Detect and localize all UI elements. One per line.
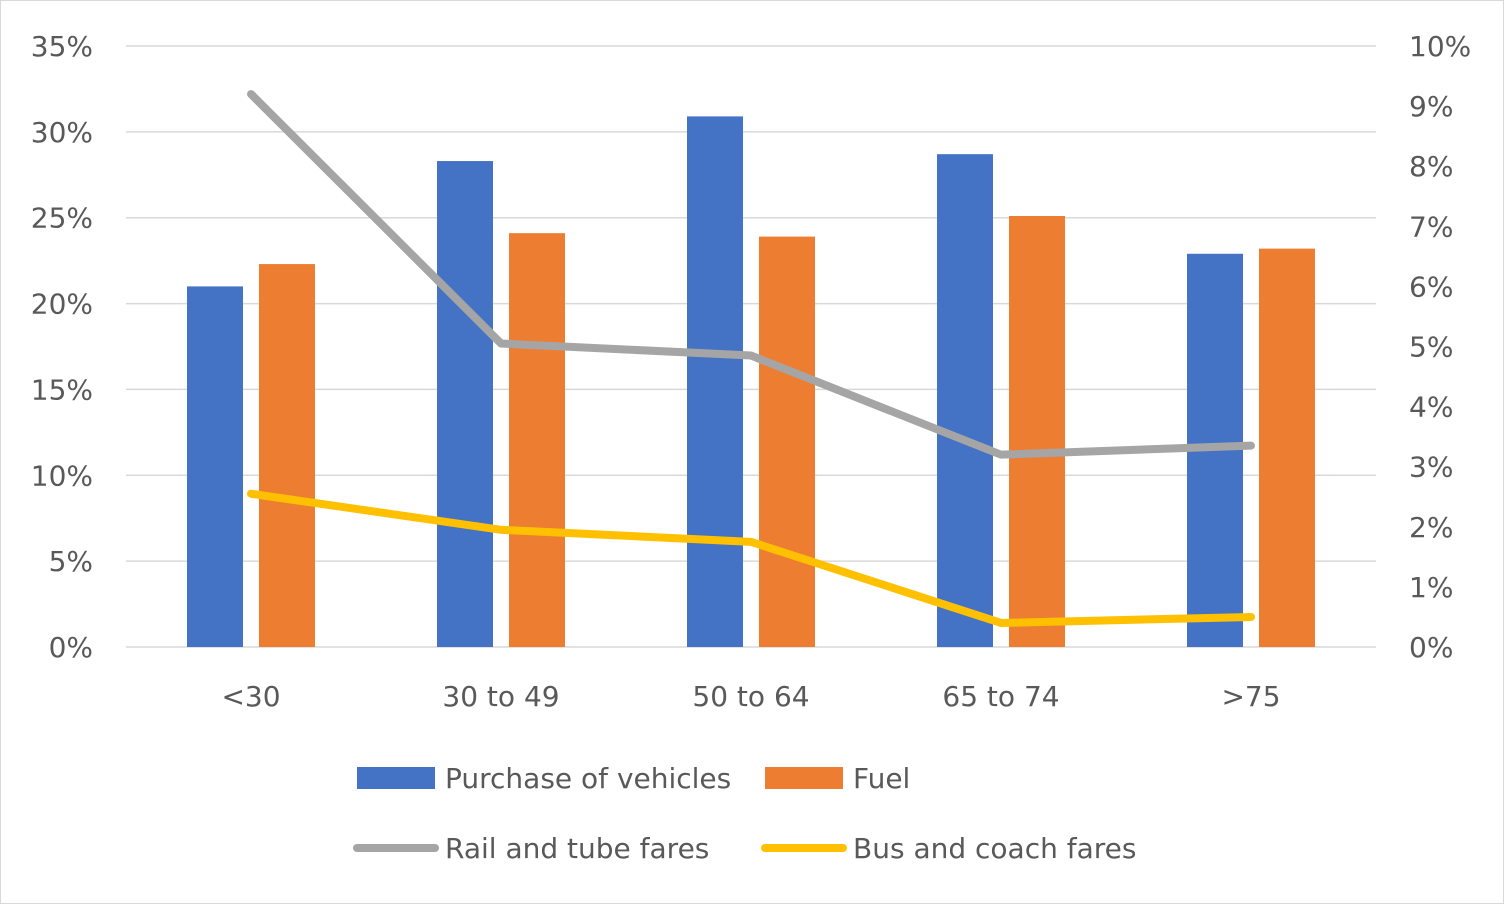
bar-fuel bbox=[259, 264, 315, 647]
line-bus-and-coach-fares bbox=[247, 489, 1255, 627]
legend-label-purchase-of-vehicles: Purchase of vehicles bbox=[445, 762, 731, 795]
y2-tick-label: 1% bbox=[1409, 571, 1453, 604]
y-tick-label: 30% bbox=[31, 116, 93, 149]
y-tick-label: 5% bbox=[49, 545, 93, 578]
y2-tick-label: 5% bbox=[1409, 331, 1453, 364]
bar-fuel bbox=[509, 233, 565, 647]
x-tick-label: 30 to 49 bbox=[442, 680, 559, 713]
y-tick-label: 35% bbox=[31, 30, 93, 63]
bars bbox=[187, 116, 1315, 648]
y2-tick-label: 4% bbox=[1409, 391, 1453, 424]
y-tick-label: 10% bbox=[31, 459, 93, 492]
y2-tick-label: 3% bbox=[1409, 451, 1453, 484]
x-axis: <30 30 to 49 50 to 64 65 to 74 >75 bbox=[221, 680, 1280, 713]
y-tick-label: 25% bbox=[31, 202, 93, 235]
y2-tick-label: 2% bbox=[1409, 511, 1453, 544]
bar-purchase-of-vehicles bbox=[687, 116, 743, 648]
y-axis-right: 0% 1% 2% 3% 4% 5% 6% 7% 8% 9% 10% bbox=[1409, 30, 1471, 664]
y-axis-left: 0% 5% 10% 15% 20% 25% 30% 35% bbox=[31, 30, 93, 664]
legend-label-fuel: Fuel bbox=[853, 762, 910, 795]
y2-tick-label: 9% bbox=[1409, 90, 1453, 123]
y-tick-label: 20% bbox=[31, 288, 93, 321]
y2-tick-label: 10% bbox=[1409, 30, 1471, 63]
x-tick-label: 65 to 74 bbox=[942, 680, 1059, 713]
y-tick-label: 15% bbox=[31, 373, 93, 406]
bar-fuel bbox=[1259, 248, 1315, 647]
legend-label-bus-and-coach-fares: Bus and coach fares bbox=[853, 832, 1136, 865]
bar-purchase-of-vehicles bbox=[937, 154, 993, 647]
legend-label-rail-and-tube-fares: Rail and tube fares bbox=[445, 832, 709, 865]
x-tick-label: >75 bbox=[1221, 680, 1280, 713]
x-tick-label: 50 to 64 bbox=[692, 680, 809, 713]
gridlines bbox=[126, 45, 1376, 648]
y-tick-label: 0% bbox=[49, 631, 93, 664]
bar-fuel bbox=[759, 236, 815, 648]
y2-tick-label: 8% bbox=[1409, 150, 1453, 183]
bar-fuel bbox=[1009, 215, 1065, 648]
bar-purchase-of-vehicles bbox=[187, 286, 243, 647]
y2-tick-label: 7% bbox=[1409, 210, 1453, 243]
legend-swatch-purchase-of-vehicles bbox=[357, 767, 435, 789]
bar-purchase-of-vehicles bbox=[437, 161, 493, 647]
legend-swatch-fuel bbox=[765, 767, 843, 789]
y2-tick-label: 6% bbox=[1409, 270, 1453, 303]
legend: Purchase of vehicles Fuel Rail and tube fa… bbox=[353, 762, 1136, 865]
y2-tick-label: 0% bbox=[1409, 631, 1453, 664]
line-rail-and-tube-fares bbox=[247, 90, 1255, 459]
x-tick-label: <30 bbox=[221, 680, 280, 713]
series-lines bbox=[247, 90, 1255, 627]
